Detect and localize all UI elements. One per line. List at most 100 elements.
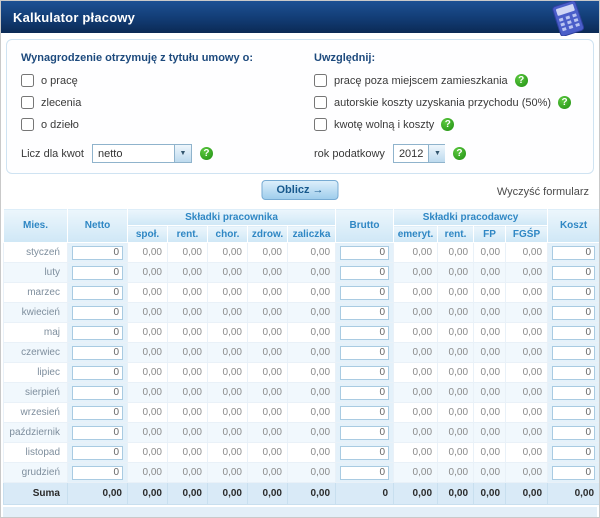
chevron-down-icon[interactable]: ▼ [428,145,446,162]
koszt-cell [547,442,599,463]
koszt-cell [547,382,599,403]
checkbox-zlecenia[interactable] [21,96,34,109]
netto-cell [67,342,128,363]
koszt-input[interactable] [552,285,596,300]
brutto-input[interactable] [340,425,390,440]
netto-input[interactable] [72,445,123,460]
fp-value: 0,00 [473,422,507,443]
rent-pracodawca-value: 0,00 [437,242,475,263]
koszt-input[interactable] [552,445,596,460]
zdrow-value: 0,00 [247,302,288,323]
checkbox-row-kwota-wolna[interactable]: kwotę wolną i koszty ? [314,118,583,131]
fp-value: 0,00 [473,382,507,403]
calculate-button[interactable]: Oblicz → [261,180,339,200]
brutto-input[interactable] [340,365,390,380]
brutto-input[interactable] [340,305,390,320]
fp-value: 0,00 [473,342,507,363]
netto-cell [67,402,128,423]
clear-form-link[interactable]: Wyczyść formularz [496,186,589,198]
netto-input[interactable] [72,325,123,340]
koszt-input[interactable] [552,305,596,320]
include-title: Uwzględnij: [314,52,376,64]
koszt-input[interactable] [552,325,596,340]
tax-year-select[interactable]: 2012 ▼ [392,144,446,163]
zdrow-value: 0,00 [247,242,288,263]
fp-value: 0,00 [473,402,507,423]
table-row: listopad 0,00 0,00 0,00 0,00 0,00 0,00 0… [3,442,599,463]
koszt-input[interactable] [552,245,596,260]
suma-rent-pracownik: 0,00 [167,482,208,505]
checkbox-row-autorskie-koszty[interactable]: autorskie koszty uzyskania przychodu (50… [314,96,583,109]
chor-value: 0,00 [207,402,248,423]
brutto-input[interactable] [340,465,390,480]
emeryt-value: 0,00 [393,462,439,483]
help-icon[interactable]: ? [558,96,572,109]
zaliczka-value: 0,00 [286,262,337,283]
checkbox-row-zlecenia[interactable]: zlecenia [21,96,290,109]
checkbox-row-o-dzielo[interactable]: o dzieło [21,118,290,131]
emeryt-value: 0,00 [393,242,439,263]
chevron-down-icon[interactable]: ▼ [173,145,191,162]
netto-input[interactable] [72,285,123,300]
brutto-input[interactable] [340,285,390,300]
netto-input[interactable] [72,345,123,360]
checkbox-o-dzielo[interactable] [21,118,34,131]
brutto-input[interactable] [340,245,390,260]
brutto-input[interactable] [340,385,390,400]
netto-input[interactable] [72,405,123,420]
brutto-input[interactable] [340,265,390,280]
fgsp-value: 0,00 [505,462,549,483]
spol-value: 0,00 [127,322,168,343]
chor-value: 0,00 [207,422,248,443]
netto-cell [67,382,128,403]
checkbox-kwota-wolna[interactable] [314,118,327,131]
spol-value: 0,00 [127,262,168,283]
arrow-right-icon: → [312,184,324,196]
checkbox-row-praca-poza-miejscem[interactable]: pracę poza miejscem zamieszkania ? [314,74,583,87]
help-icon[interactable]: ? [441,118,455,131]
koszt-input[interactable] [552,365,596,380]
checkbox-praca-poza-miejscem[interactable] [314,74,327,87]
koszt-input[interactable] [552,385,596,400]
checkbox-label-o-prace: o pracę [41,74,78,87]
fp-value: 0,00 [473,242,507,263]
help-icon[interactable]: ? [452,147,466,160]
rent-pracodawca-value: 0,00 [437,382,475,403]
checkbox-row-o-prace[interactable]: o pracę [21,74,290,87]
koszt-input[interactable] [552,265,596,280]
koszt-input[interactable] [552,425,596,440]
netto-input[interactable] [72,305,123,320]
emeryt-value: 0,00 [393,282,439,303]
help-icon[interactable]: ? [199,147,213,160]
koszt-input[interactable] [552,345,596,360]
brutto-input[interactable] [340,325,390,340]
rent-pracownik-value: 0,00 [167,402,208,423]
brutto-input[interactable] [340,405,390,420]
month-label: sierpień [3,382,68,403]
netto-input[interactable] [72,265,123,280]
brutto-input[interactable] [340,445,390,460]
netto-input[interactable] [72,365,123,380]
month-label: wrzesień [3,402,68,423]
rent-pracownik-value: 0,00 [167,302,208,323]
checkbox-o-prace[interactable] [21,74,34,87]
checkbox-label-o-dzielo: o dzieło [41,118,79,131]
help-icon[interactable]: ? [514,74,528,87]
group-header-skladki-pracodawcy: Składki pracodawcy [393,208,549,226]
netto-input[interactable] [72,245,123,260]
header-bar: Kalkulator płacowy [1,1,599,36]
koszt-input[interactable] [552,405,596,420]
brutto-cell [335,422,395,443]
zdrow-value: 0,00 [247,342,288,363]
brutto-input[interactable] [340,345,390,360]
chor-value: 0,00 [207,442,248,463]
calculate-button-label: Oblicz [276,184,310,196]
koszt-input[interactable] [552,465,596,480]
netto-input[interactable] [72,385,123,400]
fgsp-value: 0,00 [505,302,549,323]
netto-input[interactable] [72,465,123,480]
suma-brutto: 0 [335,482,395,505]
checkbox-autorskie-koszty[interactable] [314,96,327,109]
netto-input[interactable] [72,425,123,440]
amount-type-select[interactable]: netto ▼ [91,144,192,163]
